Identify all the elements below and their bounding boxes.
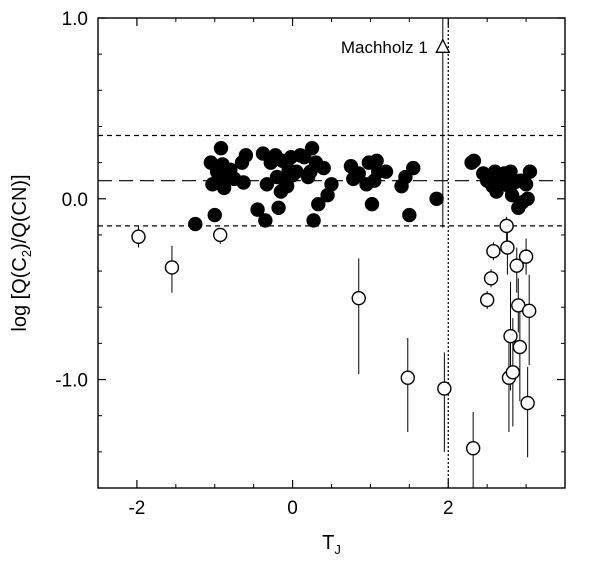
open-point <box>503 328 518 344</box>
open-point <box>486 243 501 259</box>
filled-point <box>406 160 421 176</box>
filled-point <box>398 169 413 185</box>
x-tick-label: 2 <box>443 498 454 519</box>
filled-point <box>258 213 273 228</box>
x-axis-title: TJ <box>322 532 341 557</box>
y-axis-title-subscript: 2 <box>19 250 34 257</box>
filled-point <box>402 207 417 223</box>
open-point <box>131 229 146 244</box>
filled-point <box>351 166 366 181</box>
y-axis-title-part-1: log [Q(C <box>9 257 31 331</box>
x-axis-title-subscript: J <box>334 542 341 557</box>
open-point <box>521 303 537 319</box>
open-point <box>351 290 366 306</box>
filled-point <box>238 148 254 163</box>
y-axis-title-part-2: )/Q(CN)] <box>9 174 31 250</box>
filled-point <box>271 200 286 216</box>
filled-point <box>259 177 275 192</box>
filled-point <box>466 153 482 169</box>
filled-point <box>364 196 380 212</box>
y-tick-label: 1.0 <box>62 9 88 30</box>
open-point <box>212 227 228 243</box>
filled-point <box>250 202 265 217</box>
filled-point <box>520 191 535 206</box>
filled-point <box>518 177 534 192</box>
open-point <box>400 370 415 385</box>
filled-point <box>316 160 331 176</box>
annotation-layer: Machholz 1 <box>341 18 451 228</box>
open-point <box>505 365 521 380</box>
y-tick-label: 0.0 <box>62 190 88 211</box>
x-tick-label: -2 <box>128 498 145 519</box>
open-point <box>164 260 180 275</box>
filled-point <box>429 191 444 206</box>
filled-point <box>236 175 251 190</box>
y-tick-label: -1.0 <box>55 371 88 392</box>
filled-point <box>297 149 312 165</box>
filled-point <box>188 216 203 232</box>
x-axis-title-main: T <box>322 532 334 554</box>
filled-point <box>324 177 339 192</box>
filled-point <box>207 207 222 223</box>
open-point <box>465 441 481 456</box>
open-point <box>499 218 514 234</box>
axis-ticks: -2 0 2 -1.0 0.0 1.0 <box>55 9 566 519</box>
annotation-triangle-marker <box>435 38 451 53</box>
annotation-label: Machholz 1 <box>341 38 428 57</box>
filled-point <box>213 140 229 156</box>
filled-point <box>311 196 326 212</box>
open-point <box>483 271 499 286</box>
filled-point <box>289 164 304 179</box>
filled-point <box>306 213 321 228</box>
open-point <box>518 249 534 264</box>
x-tick-label: 0 <box>287 498 298 519</box>
open-point <box>479 292 495 308</box>
filled-point <box>522 164 538 179</box>
open-point <box>512 339 528 355</box>
y-axis-title: log [Q(C2)/Q(CN)] <box>9 174 34 331</box>
open-point <box>500 240 515 255</box>
filled-point <box>378 164 394 179</box>
filled-point <box>304 140 320 156</box>
open-point <box>520 395 535 411</box>
open-point <box>437 381 452 396</box>
data-markers <box>131 140 538 456</box>
open-point <box>509 258 524 273</box>
